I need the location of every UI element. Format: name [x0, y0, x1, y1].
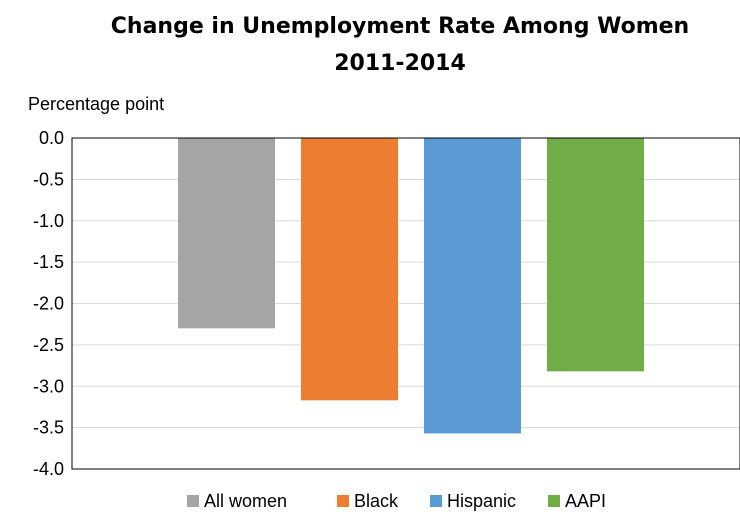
y-axis-label: Percentage point: [28, 94, 164, 114]
y-tick-label: -1.5: [33, 252, 64, 272]
y-tick-label: -4.0: [33, 459, 64, 479]
legend-swatch-black: [337, 495, 349, 507]
legend-label-all-women: All women: [204, 491, 287, 511]
y-tick-label: -2.5: [33, 335, 64, 355]
legend-label-hispanic: Hispanic: [447, 491, 516, 511]
legend-swatch-all-women: [187, 495, 199, 507]
y-tick-label: 0.0: [39, 128, 64, 148]
legend-swatch-hispanic: [430, 495, 442, 507]
chart-title: Change in Unemployment Rate Among Women: [111, 14, 689, 39]
chart-subtitle: 2011-2014: [334, 51, 466, 76]
bar-aapi: [547, 138, 644, 372]
legend: All women Black Hispanic AAPI: [187, 491, 606, 511]
y-tick-label: -3.0: [33, 376, 64, 396]
bar-black: [301, 138, 398, 401]
y-tick-label: -1.0: [33, 211, 64, 231]
plot-area-border: [71, 137, 740, 470]
y-tick-label: -2.0: [33, 294, 64, 314]
y-tick-label: -3.5: [33, 418, 64, 438]
legend-label-black: Black: [354, 491, 399, 511]
legend-label-aapi: AAPI: [565, 491, 606, 511]
y-tick-label: -0.5: [33, 169, 64, 189]
bar-hispanic: [424, 138, 521, 434]
bar-all-women: [178, 138, 275, 329]
legend-swatch-aapi: [548, 495, 560, 507]
y-tick-labels: 0.0 -0.5 -1.0 -1.5 -2.0 -2.5 -3.0 -3.5 -4.0: [33, 128, 64, 479]
bars: [178, 138, 644, 434]
